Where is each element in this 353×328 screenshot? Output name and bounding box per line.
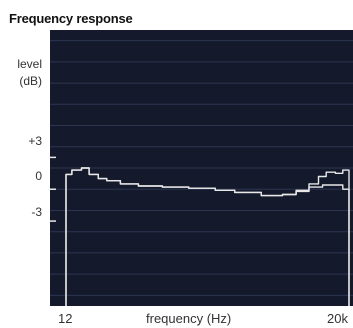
y-tick-label-minus3: -3 bbox=[31, 205, 42, 219]
y-axis-unit: (dB) bbox=[19, 74, 42, 88]
response-trace-2 bbox=[65, 167, 350, 306]
y-axis-label: level bbox=[17, 57, 42, 71]
plot-area bbox=[50, 30, 353, 306]
y-tick-label-0: 0 bbox=[35, 169, 42, 183]
y-tick-label-plus3: +3 bbox=[28, 134, 42, 148]
x-tick-label-20k: 20k bbox=[327, 311, 348, 326]
x-axis-label: frequency (Hz) bbox=[146, 311, 232, 326]
x-tick-label-12: 12 bbox=[58, 311, 73, 326]
chart-title: Frequency response bbox=[9, 11, 133, 26]
